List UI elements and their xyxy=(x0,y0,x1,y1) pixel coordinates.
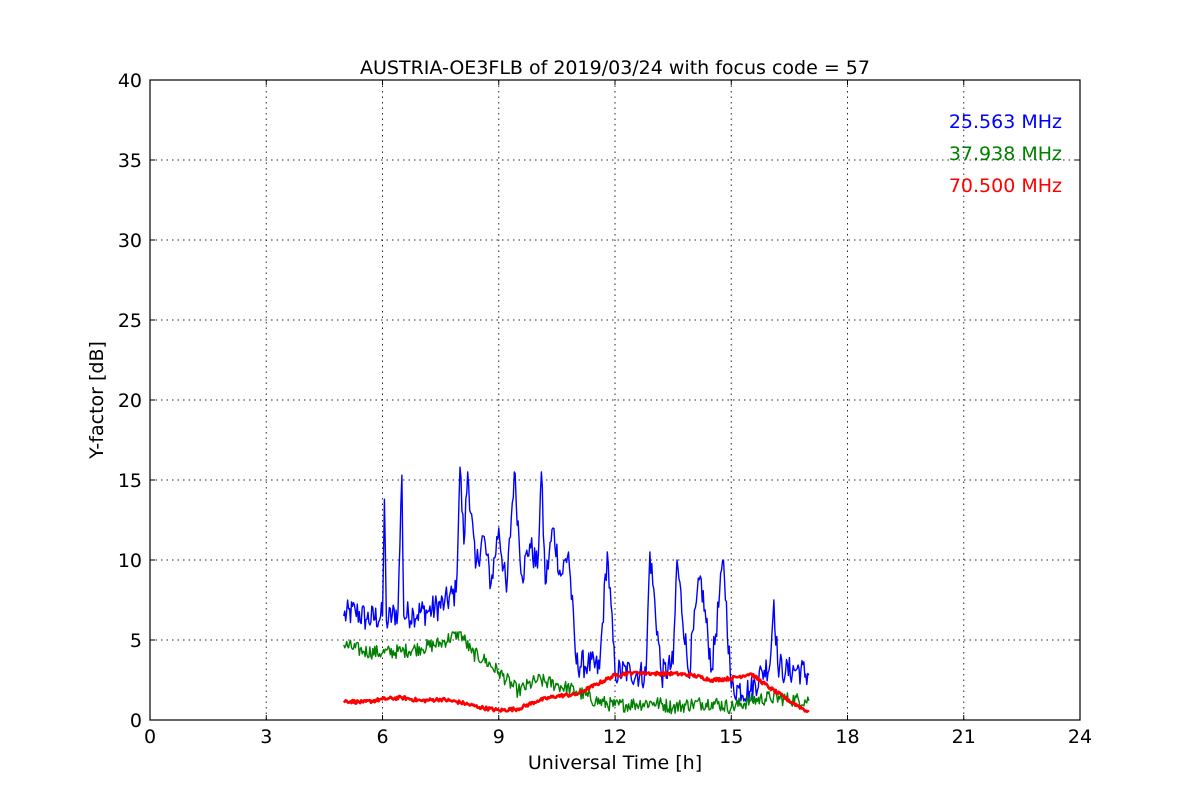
y-tick-label: 20 xyxy=(118,390,142,412)
legend-entry-1: 25.563 MHz xyxy=(949,111,1062,133)
series-line-3 xyxy=(342,670,810,713)
y-tick-label: 10 xyxy=(118,550,142,572)
x-tick-label: 15 xyxy=(719,726,743,748)
y-tick-label: 5 xyxy=(130,630,142,652)
y-tick-label: 30 xyxy=(118,230,142,252)
y-tick-label: 35 xyxy=(118,150,142,172)
y-tick-label: 0 xyxy=(130,710,142,732)
x-axis-label: Universal Time [h] xyxy=(528,752,702,774)
x-tick-label: 18 xyxy=(835,726,859,748)
x-tick-label: 6 xyxy=(376,726,388,748)
series-layer xyxy=(342,466,810,715)
y-tick-labels: 0 5 10 15 20 25 30 35 40 xyxy=(118,70,142,732)
y-axis-label: Y-factor [dB] xyxy=(86,341,108,460)
series-line-1 xyxy=(343,466,810,703)
legend-entry-2: 37.938 MHz xyxy=(949,143,1062,165)
x-tick-label: 24 xyxy=(1068,726,1092,748)
legend: 25.563 MHz 37.938 MHz 70.500 MHz xyxy=(949,111,1062,197)
y-tick-label: 15 xyxy=(118,470,142,492)
y-tick-label: 25 xyxy=(118,310,142,332)
x-tick-label: 0 xyxy=(144,726,156,748)
x-tick-label: 21 xyxy=(952,726,976,748)
x-tick-labels: 0 3 6 9 12 15 18 21 24 xyxy=(144,726,1092,748)
y-tick-label: 40 xyxy=(118,70,142,92)
x-tick-label: 12 xyxy=(603,726,627,748)
x-tick-label: 9 xyxy=(493,726,505,748)
legend-entry-3: 70.500 MHz xyxy=(949,175,1062,197)
chart-title: AUSTRIA-OE3FLB of 2019/03/24 with focus … xyxy=(360,57,870,79)
x-tick-label: 3 xyxy=(260,726,272,748)
series-line-2 xyxy=(343,631,810,715)
tick-marks xyxy=(149,79,1081,721)
